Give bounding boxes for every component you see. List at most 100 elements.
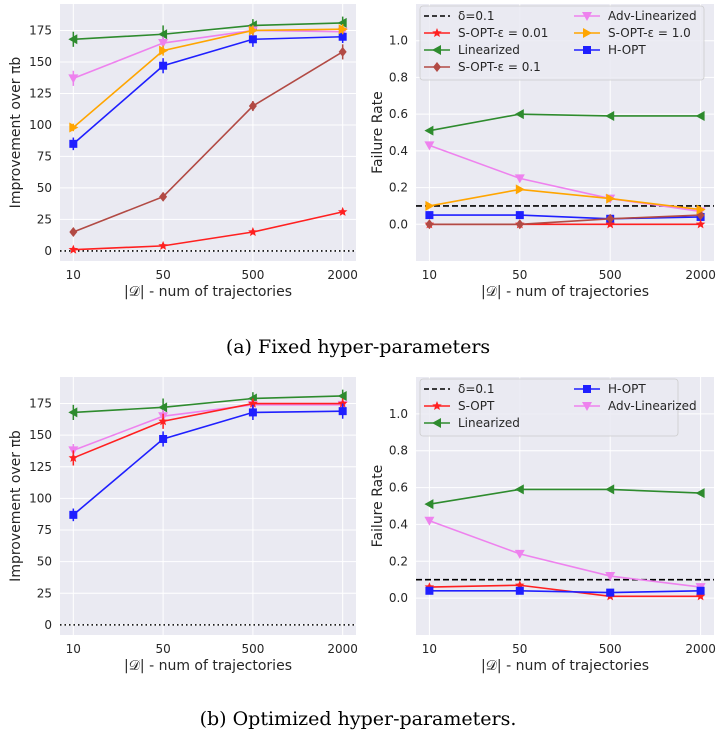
data-point: [69, 510, 78, 519]
x-axis-label: |𝒟| - num of trajectories: [481, 658, 649, 674]
series-h-opt: [425, 586, 705, 597]
data-point: [605, 219, 615, 229]
legend-item-s-opt-1-0: S-OPT-ε = 1.0: [574, 26, 691, 40]
data-point: [338, 32, 347, 41]
data-point: [425, 586, 434, 595]
data-point: [158, 402, 168, 413]
data-point: [248, 35, 257, 44]
data-point: [696, 586, 705, 595]
data-point: [424, 141, 435, 151]
series-line-s-opt-0-01: [73, 211, 343, 251]
data-point: [514, 109, 524, 120]
data-point: [248, 25, 258, 36]
legend-marker-s-opt-0-01: [432, 28, 442, 38]
series-line-s-opt-0-1: [73, 51, 344, 233]
data-point: [69, 227, 78, 238]
x-tick-label: 2000: [327, 268, 358, 282]
data-point: [159, 61, 168, 70]
data-point: [337, 398, 348, 408]
data-point: [514, 174, 525, 184]
data-point: [248, 398, 258, 408]
data-point: [69, 122, 79, 133]
data-point: [514, 484, 524, 495]
x-axis-label: |𝒟| - num of trajectories: [481, 284, 649, 300]
data-point: [338, 46, 347, 57]
x-tick-label: 2000: [685, 268, 716, 282]
x-tick-label: 10: [66, 268, 81, 282]
data-point: [337, 390, 347, 401]
data-point: [68, 34, 78, 45]
y-tick-label: 0.0: [389, 217, 408, 231]
data-point: [158, 416, 168, 426]
y-tick-label: 25: [37, 586, 52, 600]
data-point: [695, 219, 706, 229]
data-point: [606, 193, 616, 204]
y-axis-label: Improvement over πb: [8, 57, 24, 209]
x-tick-label: 50: [155, 268, 170, 282]
legend-marker-adv-linearized: [582, 12, 592, 21]
y-tick-label: 125: [29, 460, 52, 474]
legend-item-delta: δ=0.1: [424, 382, 494, 396]
series-line-s-opt-0-1: [429, 214, 701, 226]
y-tick-label: 75: [37, 149, 52, 163]
data-point: [338, 24, 348, 35]
data-point: [338, 407, 347, 416]
data-point: [605, 484, 615, 495]
data-point: [695, 110, 705, 121]
legend-box: [419, 5, 705, 81]
legend-box: [419, 378, 679, 437]
data-point: [515, 586, 524, 595]
data-point: [515, 580, 525, 590]
series-line-h-opt: [72, 35, 343, 145]
plot-area: [60, 4, 356, 261]
data-point: [337, 206, 348, 216]
y-tick-label: 1.0: [389, 34, 408, 48]
data-point: [515, 211, 524, 220]
y-tick-label: 0.4: [389, 517, 408, 531]
legend-marker-s-opt: [432, 401, 442, 411]
legend-marker-h-opt: [583, 385, 591, 393]
y-tick-label: 150: [29, 428, 52, 442]
chart-a-improvement: 0 25 50 75 100 125 150 175 10 50 500 2000 |𝒟| - num …: [8, 4, 358, 300]
y-axis-label: Failure Rate: [370, 91, 386, 174]
series-line-linearized: [429, 488, 701, 505]
data-point: [68, 74, 79, 84]
legend-label-linearized: Linearized: [458, 416, 520, 430]
x-axis-label: |𝒟| - num of trajectories: [124, 284, 292, 300]
legend-label-adv-linearized: Adv-Linearized: [608, 9, 697, 23]
x-tick-label: 500: [241, 642, 264, 656]
legend-label-delta: δ=0.1: [458, 382, 494, 396]
series-line-linearized: [73, 395, 343, 414]
data-point: [695, 591, 706, 601]
x-tick-label: 2000: [685, 642, 716, 656]
legend-item-h-opt: H-OPT: [574, 382, 646, 396]
legend-marker-s-opt-0-1: [433, 62, 441, 72]
chart-b-failure-rate: 0.0 0.2 0.4 0.6 0.8 1.0 10 50 500 2000 |𝒟| - num o…: [370, 377, 716, 674]
series-line-s-opt: [73, 402, 343, 459]
series-h-opt: [69, 403, 347, 522]
legend-marker-adv-linearized: [582, 402, 592, 411]
data-point: [514, 549, 525, 559]
y-tick-label: 0.6: [389, 107, 408, 121]
y-tick-label: 0.8: [389, 444, 408, 458]
legend-item-linearized: Linearized: [424, 416, 520, 430]
y-tick-label: 100: [29, 118, 52, 132]
legend-marker-linearized: [432, 418, 441, 428]
x-tick-label: 2000: [327, 642, 358, 656]
caption-a: (a) Fixed hyper-parameters: [226, 336, 490, 358]
data-point: [248, 101, 257, 112]
y-tick-label: 50: [37, 555, 52, 569]
data-point: [337, 17, 347, 28]
series-line-h-opt: [72, 410, 343, 516]
series-h-opt: [69, 30, 347, 151]
series-line-linearized: [429, 113, 701, 132]
data-point: [158, 39, 169, 49]
chart-a-failure-rate: 0.0 0.2 0.4 0.6 0.8 1.0 10 50 500 2000 |𝒟| - num o…: [370, 4, 716, 300]
data-point: [159, 191, 168, 202]
data-point: [696, 204, 706, 215]
legend-label-delta: δ=0.1: [458, 9, 494, 23]
series-s-opt-0-01: [68, 206, 348, 254]
y-tick-label: 175: [29, 397, 52, 411]
legend-marker-s-opt-1-0: [583, 28, 592, 38]
data-point: [424, 516, 435, 526]
